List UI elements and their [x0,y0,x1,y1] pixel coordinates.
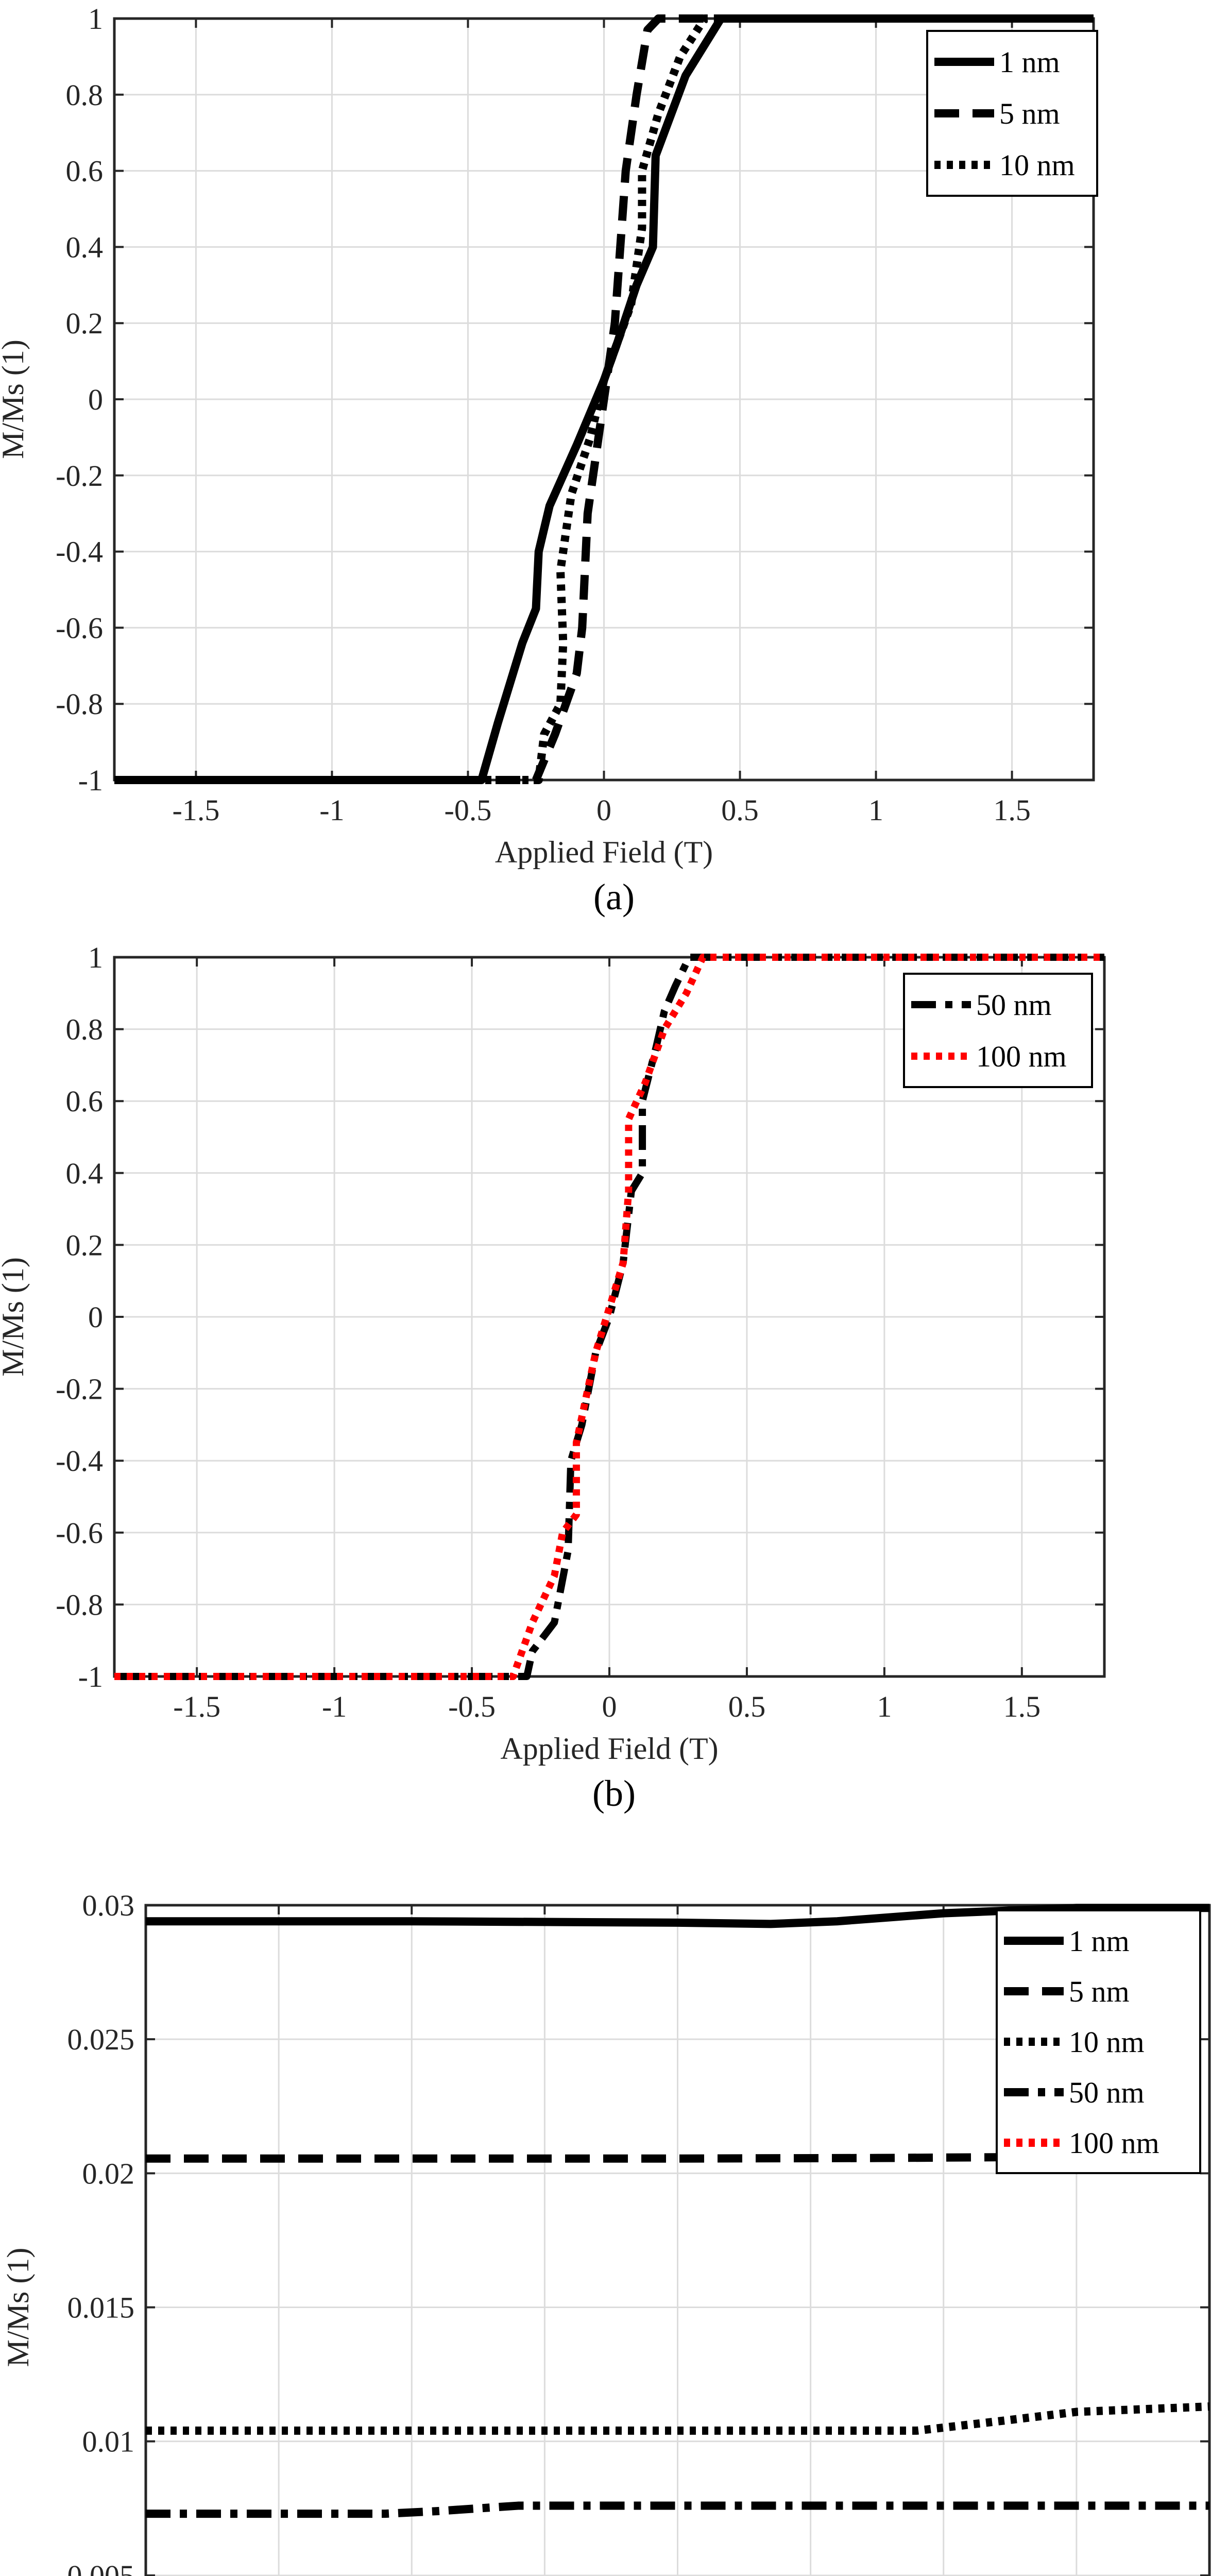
svg-text:-0.5: -0.5 [445,793,492,827]
series-line-50-nm [146,2501,1209,2518]
svg-text:0.005: 0.005 [67,2559,135,2576]
svg-text:-0.4: -0.4 [56,1444,103,1478]
svg-text:1.5: 1.5 [1003,1690,1041,1723]
y-axis-label: M/Ms (1) [0,1257,30,1377]
svg-text:-1: -1 [319,793,344,827]
panel-c: -4-3-2-10123400.0050.010.0150.020.0250.0… [0,1855,1228,2576]
series-line-1-nm [114,14,1094,784]
caption-a-text: (a) [593,876,635,918]
tick-labels: -4-3-2-10123400.0050.010.0150.020.0250.0… [67,1889,135,2576]
svg-text:0.4: 0.4 [66,230,104,264]
legend-label: 10 nm [999,148,1075,182]
tick-labels: -1.5 -1 -0.5 0 0.5 1 1.5 -1 -0.8 -0.6 -0.4 -0.2 0 0.2… [56,2,1031,827]
legend-label: 50 nm [1069,2076,1145,2109]
svg-text:0.025: 0.025 [67,2023,135,2056]
svg-text:-0.4: -0.4 [56,535,103,569]
legend-label: 10 nm [1069,2025,1145,2059]
svg-text:0.6: 0.6 [66,155,104,188]
legend-label: 5 nm [999,97,1060,130]
svg-text:0.8: 0.8 [66,78,104,112]
panel-a: -1.5 -1 -0.5 0 0.5 1 1.5 -1 -0.8 -0.6 -0.4 -0.2 0 0.2… [0,0,1228,876]
svg-text:-0.2: -0.2 [56,459,103,493]
y-axis-label: M/Ms (1) [1,2248,35,2367]
svg-text:-1: -1 [78,1660,103,1693]
svg-text:1: 1 [88,2,103,36]
y-axis-label: M/Ms (1) [0,340,30,459]
svg-text:0.2: 0.2 [66,1228,104,1262]
svg-text:1: 1 [868,793,883,827]
hysteresis-chart-b: -1.5 -1 -0.5 0 0.5 1 1.5 -1 -0.8 -0.6 -0.4 -0.2 0 0.2… [0,941,1106,1766]
svg-text:0.2: 0.2 [66,307,104,340]
legend-label: 100 nm [976,1040,1067,1073]
svg-text:-0.5: -0.5 [448,1690,496,1723]
axes-frame [113,17,1095,782]
panel-b: -1.5 -1 -0.5 0 0.5 1 1.5 -1 -0.8 -0.6 -0.4 -0.2 0 0.2… [0,927,1228,1777]
svg-text:1: 1 [88,941,103,974]
svg-text:0: 0 [88,1300,103,1334]
tick-labels: -1.5 -1 -0.5 0 0.5 1 1.5 -1 -0.8 -0.6 -0.4 -0.2 0 0.2… [56,941,1041,1723]
legend: 1 nm 5 nm 10 nm 50 nm 100 nm [996,1909,1201,2174]
svg-text:-0.8: -0.8 [56,1588,103,1621]
svg-text:0.5: 0.5 [728,1690,766,1723]
series-line-10-nm [114,14,1094,784]
svg-text:0.4: 0.4 [66,1157,104,1190]
series-line-5-nm [114,14,1094,784]
svg-text:-1.5: -1.5 [173,1690,220,1723]
svg-text:-1: -1 [78,764,103,797]
svg-text:-0.6: -0.6 [56,611,103,645]
grid-lines [114,956,1104,1677]
svg-text:-1.5: -1.5 [173,793,220,827]
caption-b-text: (b) [592,1773,636,1814]
svg-text:1.5: 1.5 [993,793,1031,827]
svg-text:0.02: 0.02 [82,2157,135,2190]
svg-text:0.01: 0.01 [82,2425,135,2459]
x-axis-label: Applied Field (T) [495,835,713,869]
x-axis-label: Applied Field (T) [500,1732,718,1766]
legend-label: 5 nm [1069,1975,1130,2008]
svg-text:0.015: 0.015 [67,2291,135,2325]
legend: 50 nm 100 nm [903,973,1093,1088]
svg-text:0.5: 0.5 [721,793,759,827]
legend-label: 100 nm [1069,2126,1159,2160]
svg-text:0: 0 [88,383,103,416]
svg-text:0.6: 0.6 [66,1084,104,1118]
svg-text:-0.8: -0.8 [56,687,103,721]
svg-text:0: 0 [596,793,611,827]
svg-text:0: 0 [602,1690,617,1723]
svg-text:-0.6: -0.6 [56,1516,103,1550]
magnetization-chart-c: -4-3-2-10123400.0050.010.0150.020.0250.0… [1,1889,1211,2576]
legend-label: 1 nm [999,45,1060,79]
data-series [114,14,1094,784]
series-line-100-nm [114,954,1104,1680]
svg-text:-0.2: -0.2 [56,1372,103,1406]
svg-text:1: 1 [877,1690,892,1723]
legend: 1 nm 5 nm 10 nm [926,30,1098,197]
series-line-1-nm [146,1904,1209,1928]
hysteresis-chart-a: -1.5 -1 -0.5 0 0.5 1 1.5 -1 -0.8 -0.6 -0.4 -0.2 0 0.2… [0,2,1098,869]
svg-text:-1: -1 [322,1690,347,1723]
legend-label: 1 nm [1069,1924,1130,1958]
data-series [114,954,1104,1680]
svg-text:0.03: 0.03 [82,1889,135,1922]
caption-b: (b) [0,1772,1228,1815]
svg-text:0.8: 0.8 [66,1013,104,1046]
caption-a: (a) [0,876,1228,919]
legend-label: 50 nm [976,988,1052,1022]
